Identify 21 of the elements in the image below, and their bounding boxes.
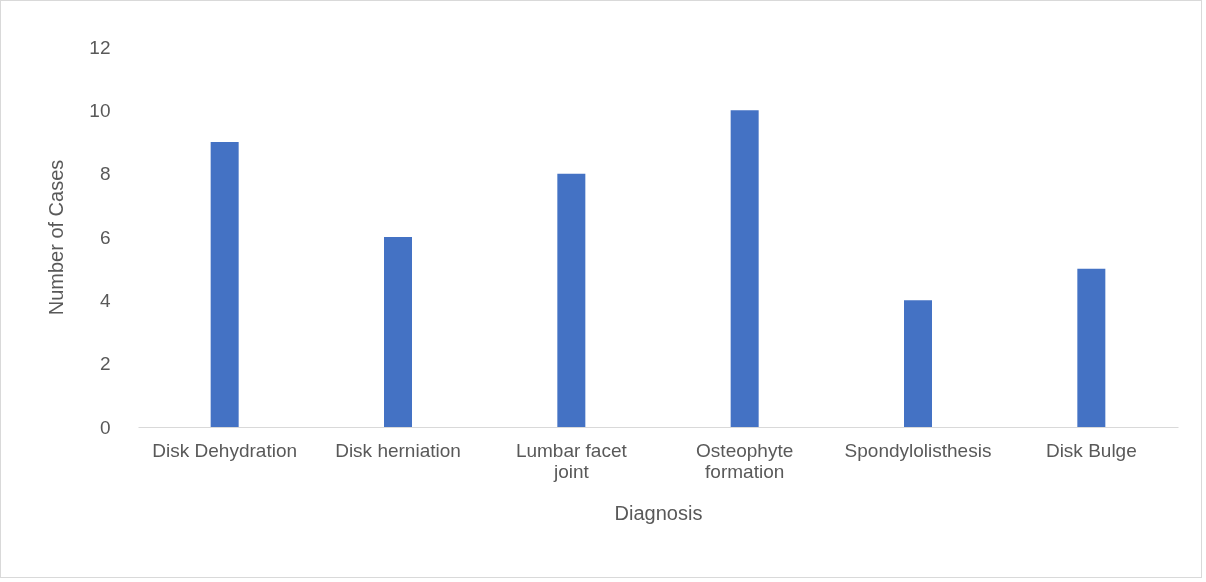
bar bbox=[730, 110, 759, 427]
x-tick-label: Lumbar facet joint bbox=[515, 439, 628, 482]
bar bbox=[904, 300, 932, 427]
x-axis-title: Diagnosis bbox=[614, 501, 703, 524]
y-tick-label: 6 bbox=[99, 226, 111, 248]
x-tick-label: Disk herniation bbox=[335, 439, 461, 461]
y-tick-label: 8 bbox=[99, 163, 111, 185]
x-tick-label: Spondylolisthesis bbox=[844, 439, 992, 461]
bar bbox=[1077, 268, 1106, 427]
bar bbox=[557, 173, 586, 427]
y-tick-label: 0 bbox=[99, 416, 111, 438]
y-tick-label: 12 bbox=[89, 36, 111, 58]
bar bbox=[384, 237, 412, 427]
x-tick-label: Osteophyte formation bbox=[696, 439, 794, 482]
y-tick-label: 2 bbox=[99, 353, 111, 375]
x-tick-label: Disk Dehydration bbox=[152, 439, 297, 461]
bar bbox=[210, 142, 239, 427]
x-tick-label: Disk Bulge bbox=[1045, 439, 1137, 461]
y-axis-title: Number of Cases bbox=[45, 159, 68, 316]
y-tick-label: 10 bbox=[89, 99, 111, 121]
y-tick-label: 4 bbox=[99, 289, 111, 311]
